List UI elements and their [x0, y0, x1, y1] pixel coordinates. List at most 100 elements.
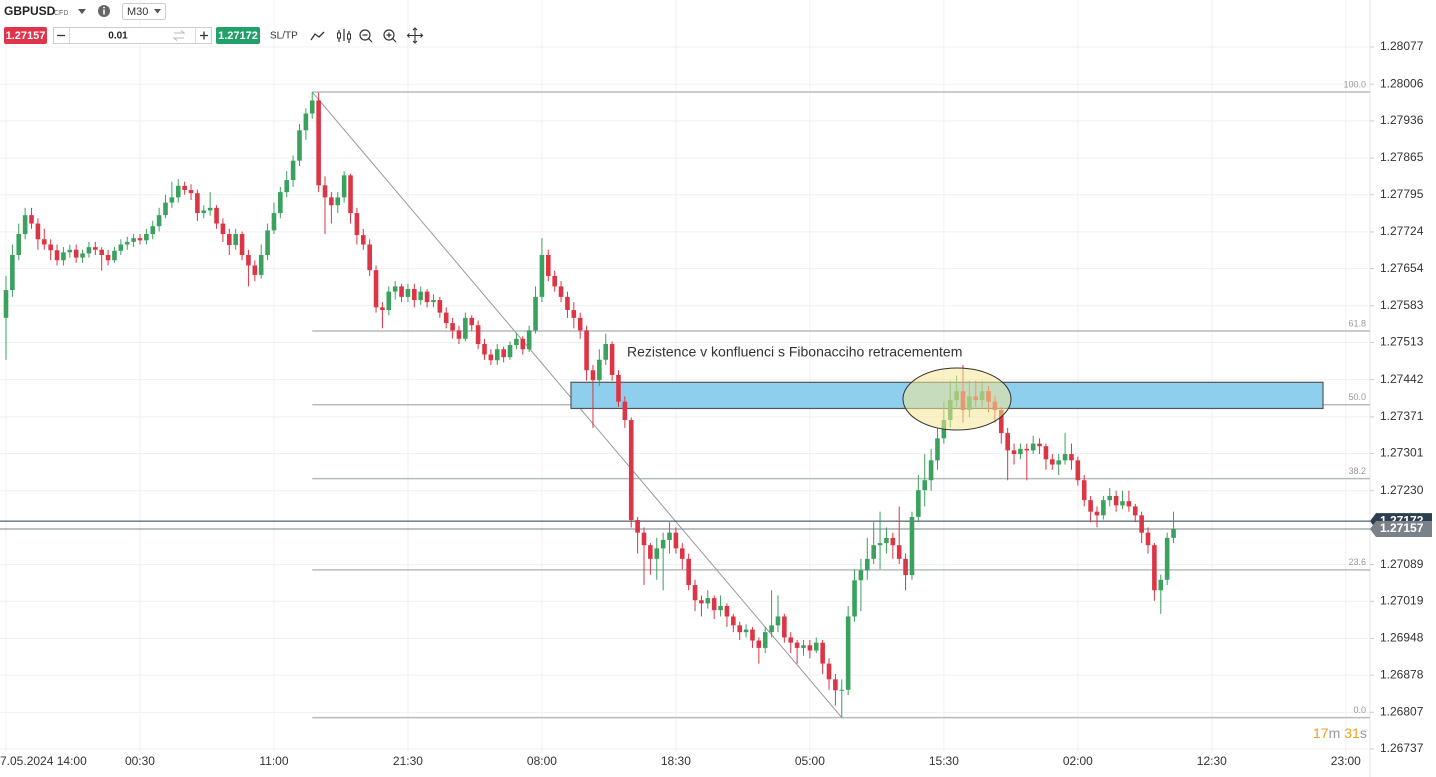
bid-price[interactable]: 1.27157	[6, 30, 46, 42]
candle-body	[1081, 480, 1087, 501]
line-tool[interactable]	[310, 31, 325, 41]
y-tick-label: 1.26807	[1380, 705, 1424, 719]
y-tick-label: 1.27513	[1380, 335, 1424, 349]
candle-body	[418, 291, 423, 301]
candle-body	[22, 215, 28, 235]
candle-body	[584, 330, 589, 371]
sell-button[interactable]	[4, 27, 47, 44]
candle-body	[227, 234, 232, 246]
y-tick-label: 1.27795	[1380, 187, 1424, 201]
candle-body	[692, 585, 698, 601]
y-tick-label: 1.27724	[1380, 224, 1424, 238]
timeframe-box[interactable]	[122, 3, 166, 20]
candle-body	[507, 345, 513, 358]
candle-body	[1037, 443, 1042, 447]
zoom-out[interactable]	[359, 29, 371, 41]
candle-body	[1011, 450, 1017, 455]
swap-icon[interactable]	[172, 30, 186, 41]
candle-body	[737, 625, 742, 633]
candle-body	[1043, 446, 1049, 460]
bid-tag	[1370, 520, 1432, 537]
candle-body	[341, 175, 347, 198]
zoom-in[interactable]	[383, 29, 395, 41]
sl-tp[interactable]: SL/TP	[270, 31, 298, 42]
symbol[interactable]: GBPUSD	[4, 4, 56, 18]
candle-body	[1107, 495, 1113, 501]
candle-body	[150, 226, 156, 235]
candle-body	[169, 197, 175, 203]
candle-body	[903, 558, 908, 576]
candle-body	[463, 317, 468, 339]
candle-body	[335, 197, 341, 206]
symbol-dropdown[interactable]	[78, 9, 86, 14]
candle-body	[16, 234, 22, 255]
timeframe[interactable]: M30	[127, 6, 148, 18]
candle-body	[520, 338, 526, 350]
candle-body	[501, 349, 506, 358]
candle-body	[322, 185, 328, 198]
x-tick-label: 7.05.2024 14:00	[0, 754, 87, 768]
candle-body	[769, 625, 774, 633]
zoom-out-glyph	[362, 34, 373, 43]
candle-body	[654, 548, 660, 559]
candle-body	[54, 250, 60, 261]
candle-body	[373, 270, 379, 308]
candle-body	[105, 254, 111, 261]
timeframe-dropdown[interactable]	[154, 9, 161, 14]
instrument-type: CFD	[54, 10, 68, 17]
candle-body	[271, 213, 277, 231]
candle-body	[762, 632, 768, 648]
info-icon-bar	[103, 9, 105, 15]
candle-body	[782, 616, 787, 638]
candle-body	[1132, 506, 1138, 516]
annotations: 1.28077 1.28006 1.27936 1.27865 1.27795 1.277…	[0, 39, 1432, 768]
candle-body	[99, 249, 104, 255]
candle-body	[201, 210, 207, 214]
countdown: 17m 31s	[1313, 725, 1367, 741]
candle-body	[35, 223, 41, 240]
candle-body	[852, 580, 857, 617]
candle-body	[354, 213, 360, 236]
countdown-minutes-unit: m	[1329, 725, 1341, 741]
candle-body	[144, 234, 149, 241]
y-tick-label: 1.27089	[1380, 557, 1424, 571]
x-tick-label: 21:30	[393, 754, 423, 768]
x-tick-label: 05:00	[795, 754, 825, 768]
candle-body	[514, 338, 519, 346]
candle-body	[456, 330, 462, 339]
candle-body	[909, 516, 915, 576]
candle-body	[616, 374, 621, 402]
candle-body	[603, 344, 609, 360]
fib-level-label: 0.0	[1353, 705, 1366, 715]
buy-button[interactable]	[216, 27, 260, 44]
candle-body	[1113, 495, 1119, 506]
toolbar: GBPUSD CFD M30 1.27157 0.01 1.27172 SL/T…	[4, 3, 424, 44]
candle-body	[329, 197, 334, 206]
candle-body	[431, 300, 436, 303]
plus-button[interactable]	[200, 31, 208, 40]
candle-body	[131, 238, 136, 242]
candle-body	[61, 252, 66, 261]
candle-body	[890, 537, 896, 546]
candle-body	[93, 247, 98, 250]
candle-body	[175, 185, 181, 198]
candle-body	[660, 539, 666, 549]
candle-body	[488, 354, 494, 361]
candle-body	[443, 312, 449, 324]
candle-body	[686, 558, 691, 586]
volume[interactable]: 0.01	[108, 31, 128, 42]
candle-body	[820, 642, 825, 664]
candle-body	[628, 420, 634, 521]
candle-body	[163, 202, 168, 216]
candle-body	[1101, 500, 1106, 516]
candle-body	[858, 570, 864, 581]
ask-price[interactable]: 1.27172	[218, 30, 258, 42]
candle-body	[399, 286, 404, 297]
candle-body	[839, 689, 845, 691]
y-tick-label: 1.26737	[1380, 741, 1424, 755]
candle-body	[590, 370, 596, 381]
candle-body	[405, 289, 411, 297]
candle-body	[679, 548, 685, 559]
pan-tool[interactable]	[406, 27, 424, 44]
candle-body	[437, 300, 443, 313]
